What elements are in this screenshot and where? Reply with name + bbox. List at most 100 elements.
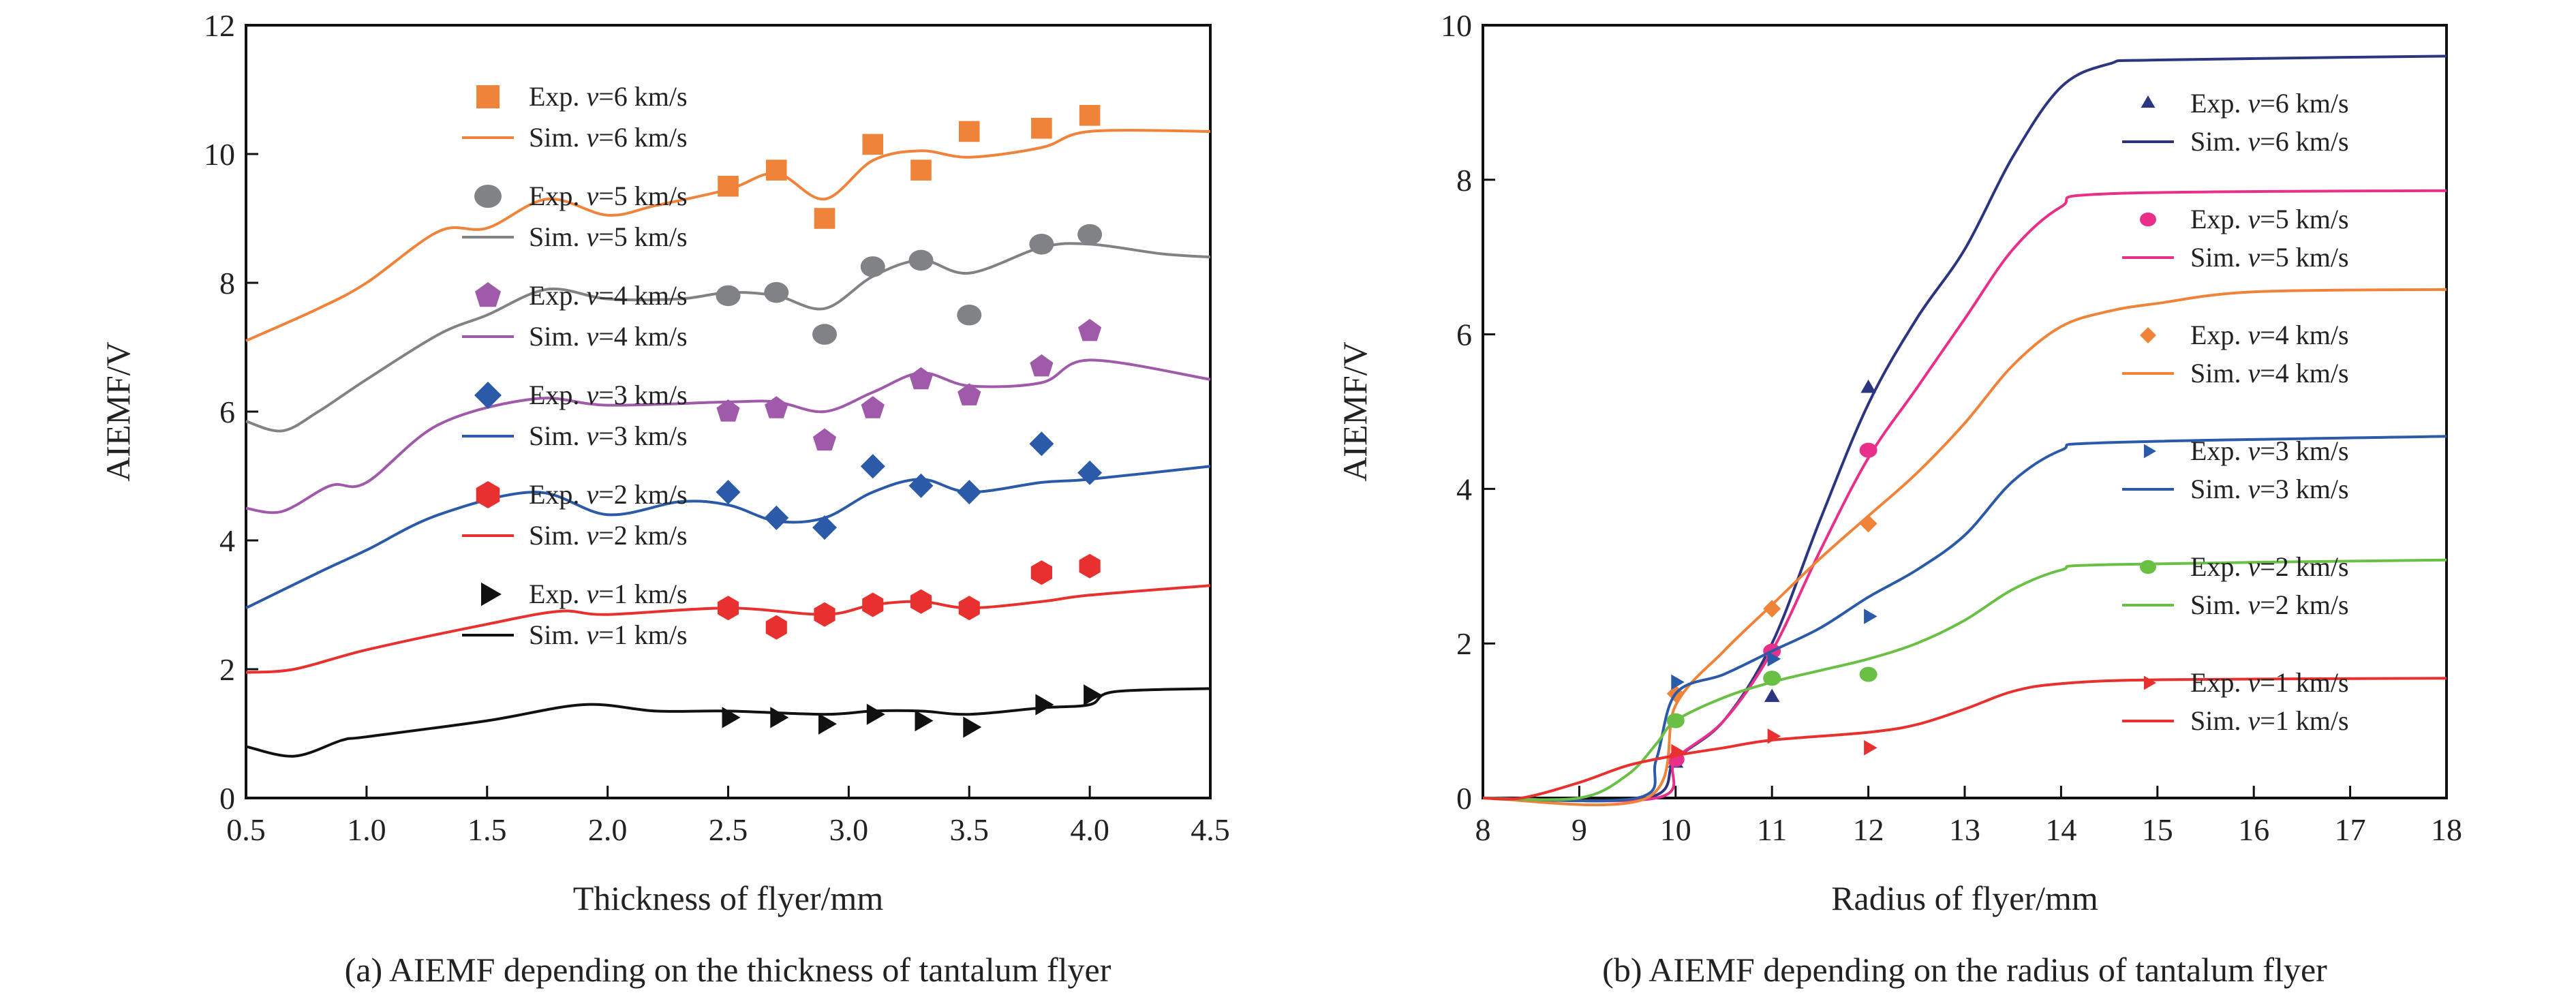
- exp-point-v2: [1763, 671, 1781, 686]
- exp-point-v1: [1035, 694, 1054, 716]
- exp-point-v3: [716, 480, 741, 505]
- y-tick-label: 4: [1456, 472, 1472, 506]
- legend-unit: =2 km/s: [2260, 589, 2348, 620]
- y-tick-label: 0: [219, 781, 235, 816]
- exp-point-v3: [957, 480, 982, 505]
- legend-symbol: v: [2248, 589, 2260, 620]
- legend-label: Sim. v=2 km/s: [529, 520, 688, 551]
- legend-symbol: v: [2248, 242, 2260, 273]
- legend-label: Exp. v=1 km/s: [2190, 667, 2349, 698]
- legend-unit: =4 km/s: [2260, 320, 2348, 350]
- exp-point-v6: [1079, 105, 1101, 126]
- plot-thickness: 0.5 1.0 1.5 2.0 2.5 3.0 3.5 4.0 4.5 0 2 4 6 8 10 12 Thic…: [99, 8, 1230, 989]
- legend-prefix: Sim.: [2190, 358, 2248, 388]
- x-tick-label: 4.5: [1191, 812, 1230, 847]
- exp-point-v5: [1077, 224, 1103, 245]
- exp-point-v2: [1666, 713, 1685, 728]
- series-v2: [1482, 558, 2447, 801]
- legend-unit: =1 km/s: [2260, 667, 2348, 698]
- legend-label: Sim. v=2 km/s: [2190, 589, 2349, 620]
- legend-symbol: v: [2248, 204, 2260, 234]
- legend-unit: =6 km/s: [2260, 126, 2348, 157]
- legend-prefix: Sim.: [529, 321, 586, 352]
- exp-point-v2: [1859, 666, 1877, 682]
- exp-point-v1: [818, 713, 837, 735]
- legend-unit: =1 km/s: [598, 579, 687, 609]
- exp-point-v6: [862, 134, 884, 155]
- series-v3: [245, 431, 1211, 609]
- exp-point-v2: [1030, 560, 1052, 585]
- legend-symbol: v: [2248, 667, 2260, 698]
- legend-prefix: Exp.: [2190, 667, 2248, 698]
- sim-line-v2: [1482, 558, 2447, 801]
- exp-point-v5: [764, 281, 789, 303]
- legend-symbol: v: [586, 122, 598, 153]
- legend-unit: =3 km/s: [598, 380, 687, 410]
- exp-point-v4: [765, 396, 788, 418]
- legend-prefix: Sim.: [2190, 589, 2248, 620]
- legend-label: Exp. v=5 km/s: [2190, 204, 2349, 234]
- x-axis-title: Thickness of flyer/mm: [573, 879, 884, 917]
- legend-marker: [476, 85, 500, 108]
- legend-prefix: Exp.: [2190, 320, 2248, 350]
- legend-symbol: v: [586, 479, 598, 510]
- legend-symbol: v: [586, 81, 598, 112]
- legend-symbol: v: [2248, 358, 2260, 388]
- y-axis-title: AIEMF/V: [99, 341, 137, 482]
- y-tick-label: 10: [204, 137, 235, 172]
- legend-label: Exp. v=3 km/s: [529, 380, 688, 410]
- exp-point-v6: [910, 159, 932, 181]
- legend-prefix: Exp.: [529, 81, 586, 112]
- legend-marker: [2144, 675, 2156, 690]
- x-tick-label: 9: [1571, 812, 1587, 847]
- legend-prefix: Exp.: [2190, 551, 2248, 582]
- exp-point-v6: [1860, 380, 1876, 393]
- sim-line-v1: [1482, 677, 2447, 801]
- exp-point-v6: [814, 208, 835, 229]
- exp-point-v6: [1764, 688, 1780, 703]
- legend-prefix: Sim.: [2190, 474, 2248, 504]
- legend-symbol: v: [586, 380, 598, 410]
- exp-point-v6: [765, 159, 787, 181]
- legend-symbol: v: [2248, 705, 2260, 736]
- legend-unit: =5 km/s: [2260, 204, 2348, 234]
- exp-point-v5: [1859, 442, 1877, 458]
- series-v5: [245, 224, 1211, 433]
- legend-unit: =2 km/s: [598, 520, 687, 551]
- legend-label: Exp. v=2 km/s: [2190, 551, 2349, 582]
- y-axis-title: AIEMF/V: [1336, 341, 1374, 482]
- exp-point-v2: [958, 596, 980, 621]
- exp-point-v1: [866, 703, 885, 725]
- legend-unit: =6 km/s: [2260, 88, 2348, 119]
- series-v4: [245, 318, 1211, 515]
- x-tick-label: 3.0: [829, 812, 869, 847]
- legend-label: Sim. v=1 km/s: [2190, 705, 2349, 736]
- exp-point-v4: [1763, 600, 1781, 618]
- x-tick-label: 15: [2142, 812, 2173, 847]
- legend-entry-v5: Exp. v=5 km/s Sim. v=5 km/s: [2122, 204, 2349, 273]
- exp-point-v4: [1859, 515, 1877, 533]
- legend-marker: [475, 282, 501, 307]
- legend-symbol: v: [2248, 320, 2260, 350]
- legend-prefix: Exp.: [529, 579, 586, 609]
- legend-unit: =3 km/s: [2260, 435, 2348, 466]
- legend-symbol: v: [586, 280, 598, 311]
- y-tick-label: 8: [1456, 163, 1472, 198]
- x-tick-label: 10: [1660, 812, 1691, 847]
- y-tick-label: 12: [204, 8, 235, 43]
- legend-marker: [474, 185, 502, 208]
- exp-point-v5: [957, 304, 982, 326]
- exp-point-v1: [1084, 684, 1103, 706]
- exp-point-v1: [1864, 740, 1877, 756]
- legend-unit: =2 km/s: [2260, 551, 2348, 582]
- x-tick-label: 1.5: [467, 812, 507, 847]
- x-axis-title: Radius of flyer/mm: [1831, 879, 2098, 917]
- exp-point-v5: [860, 256, 885, 277]
- legend-label: Sim. v=3 km/s: [2190, 474, 2349, 504]
- legend-unit: =1 km/s: [2260, 705, 2348, 736]
- legend-unit: =6 km/s: [598, 122, 687, 153]
- legend-prefix: Sim.: [2190, 242, 2248, 273]
